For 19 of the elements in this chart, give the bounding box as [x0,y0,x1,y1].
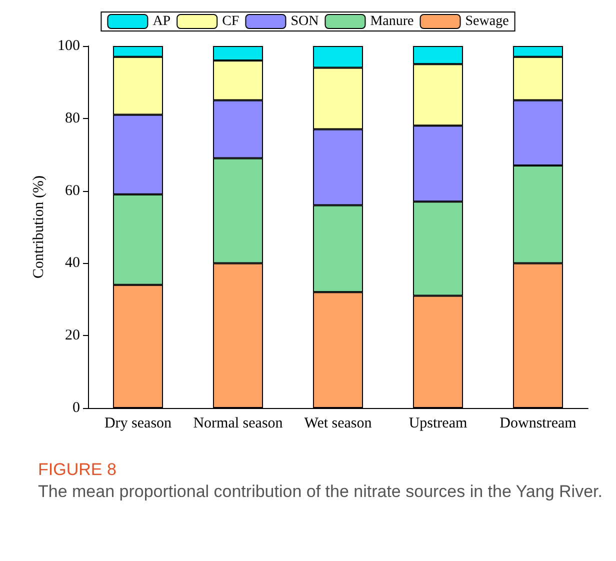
x-tick-label: Normal season [193,416,284,432]
legend-label: SON [290,14,319,29]
x-tick-label: Downstream [500,416,577,432]
y-tick-label: 40 [65,255,80,272]
legend-label: CF [222,14,240,29]
text: FIGURE 8 [38,460,118,480]
y-tick-label: 0 [72,400,80,416]
y-tick-label: 60 [65,182,80,199]
x-tick-label: Wet season [304,416,372,432]
legend-label: AP [152,14,171,29]
y-tick-label: 80 [65,110,80,126]
x-tick-label: Dry season [104,416,172,432]
y-tick-label: 100 [58,38,80,54]
legend-label: Manure [370,14,414,29]
x-tick-label: Upstream [408,416,468,432]
y-tick-label: 20 [65,328,80,344]
y-axis-title: Contribution (%) [31,176,48,278]
text: The mean proportional contribution of the nitrate sources in the Yang River. [38,482,604,502]
legend-label: Sewage [465,14,509,29]
